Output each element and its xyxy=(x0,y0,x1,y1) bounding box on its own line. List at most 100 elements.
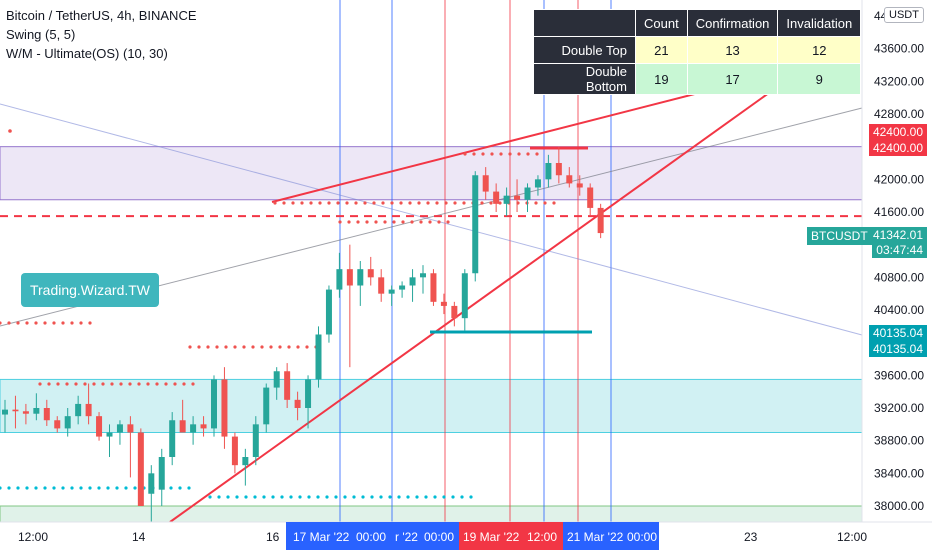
swing-dot xyxy=(155,382,159,386)
swing-dot xyxy=(397,495,401,499)
header-confirmation: Confirmation xyxy=(686,9,779,37)
swing-dot xyxy=(271,495,275,499)
candle-body xyxy=(420,273,426,278)
x-tick-label: 19 Mar '22 xyxy=(463,530,520,544)
swing-dot xyxy=(446,220,450,224)
swing-dot xyxy=(251,345,255,349)
candle-body xyxy=(127,424,134,433)
indicator-swing[interactable]: Swing (5, 5) xyxy=(6,27,76,42)
swing-dot xyxy=(543,201,547,205)
swing-dot xyxy=(97,486,101,490)
swing-dot xyxy=(188,345,192,349)
candle-body xyxy=(231,436,238,466)
candle-body xyxy=(64,416,71,429)
candle-body xyxy=(534,179,541,188)
swing-dot xyxy=(534,201,538,205)
swing-dot xyxy=(334,495,338,499)
swing-dot xyxy=(481,152,485,156)
swing-dot xyxy=(499,152,503,156)
swing-dot xyxy=(345,201,349,205)
wedge-lower-line xyxy=(169,84,781,523)
row-label: Double Top xyxy=(533,36,636,64)
swing-dot xyxy=(325,495,329,499)
swing-dot xyxy=(262,495,266,499)
swing-dot xyxy=(38,382,42,386)
x-highlight-red xyxy=(459,522,563,550)
swing-dot xyxy=(453,201,457,205)
swing-dot xyxy=(433,495,437,499)
swing-dot xyxy=(253,495,257,499)
candle-body xyxy=(378,277,385,294)
swing-dot xyxy=(233,345,237,349)
symbol-title[interactable]: Bitcoin / TetherUS, 4h, BINANCE xyxy=(6,8,197,23)
swing-dot xyxy=(356,220,360,224)
swing-dot xyxy=(390,201,394,205)
zones-layer xyxy=(0,146,863,523)
y-tick-label: 38800.00 xyxy=(874,434,924,448)
indicator-wm[interactable]: W/M - Ultimate(OS) (10, 30) xyxy=(6,46,168,61)
swing-dot xyxy=(399,201,403,205)
row-label: Double Bottom xyxy=(533,63,636,95)
swing-dot xyxy=(417,201,421,205)
price-tag-teal: 40135.04 xyxy=(868,341,927,357)
swing-dot xyxy=(278,345,282,349)
candle-body xyxy=(388,289,395,294)
swing-dot xyxy=(508,152,512,156)
swing-dot xyxy=(408,201,412,205)
candle-body xyxy=(493,191,500,204)
swing-dot xyxy=(61,321,65,325)
y-tick-label: 39200.00 xyxy=(874,401,924,415)
x-tick-label: 12:00 xyxy=(527,530,557,544)
swing-dot xyxy=(442,495,446,499)
swing-dot xyxy=(372,201,376,205)
swing-dot xyxy=(410,220,414,224)
swing-dot xyxy=(16,321,20,325)
y-tick-label: 38000.00 xyxy=(874,499,924,513)
candle-body xyxy=(106,432,113,437)
y-tick-label: 39600.00 xyxy=(874,368,924,382)
swing-dot xyxy=(480,201,484,205)
y-axis-background xyxy=(862,0,932,550)
candle-body xyxy=(148,473,155,494)
swing-dot xyxy=(379,495,383,499)
swing-dot xyxy=(128,382,132,386)
currency-button[interactable]: USDT xyxy=(884,7,924,23)
candle-body xyxy=(461,273,468,319)
x-tick-label: 16 xyxy=(266,530,280,544)
table-corner xyxy=(533,9,636,37)
swing-dot xyxy=(498,201,502,205)
candle-body xyxy=(158,457,165,490)
candle-body xyxy=(336,269,343,290)
swing-dot xyxy=(178,486,182,490)
candle-body xyxy=(96,416,103,437)
x-highlight-blue xyxy=(563,522,659,550)
swing-dot xyxy=(287,345,291,349)
swing-dot xyxy=(273,201,277,205)
swing-dot xyxy=(472,152,476,156)
swing-dot xyxy=(388,495,392,499)
swing-dot xyxy=(489,201,493,205)
candle-body xyxy=(514,195,521,200)
candle-body xyxy=(555,163,562,176)
swing-dot xyxy=(354,201,358,205)
candle-body xyxy=(346,269,353,286)
watermark-badge: Trading.Wizard.TW xyxy=(21,273,159,307)
swing-dot xyxy=(291,201,295,205)
candle-body xyxy=(169,420,176,457)
x-tick-label: 12:00 xyxy=(837,530,867,544)
x-tick-label: 00:00 xyxy=(627,530,657,544)
swing-dot xyxy=(526,152,530,156)
y-tick-label: 42800.00 xyxy=(874,107,924,121)
swing-dot xyxy=(16,486,20,490)
swing-dot xyxy=(7,486,11,490)
swing-dot xyxy=(110,382,114,386)
swing-dot xyxy=(363,201,367,205)
swing-dot xyxy=(226,495,230,499)
swing-dot xyxy=(424,495,428,499)
x-highlight-blue xyxy=(286,522,459,550)
swing-dot xyxy=(327,201,331,205)
candle-body xyxy=(273,371,280,388)
y-tick-label: 40800.00 xyxy=(874,270,924,284)
candle-body xyxy=(190,424,197,433)
